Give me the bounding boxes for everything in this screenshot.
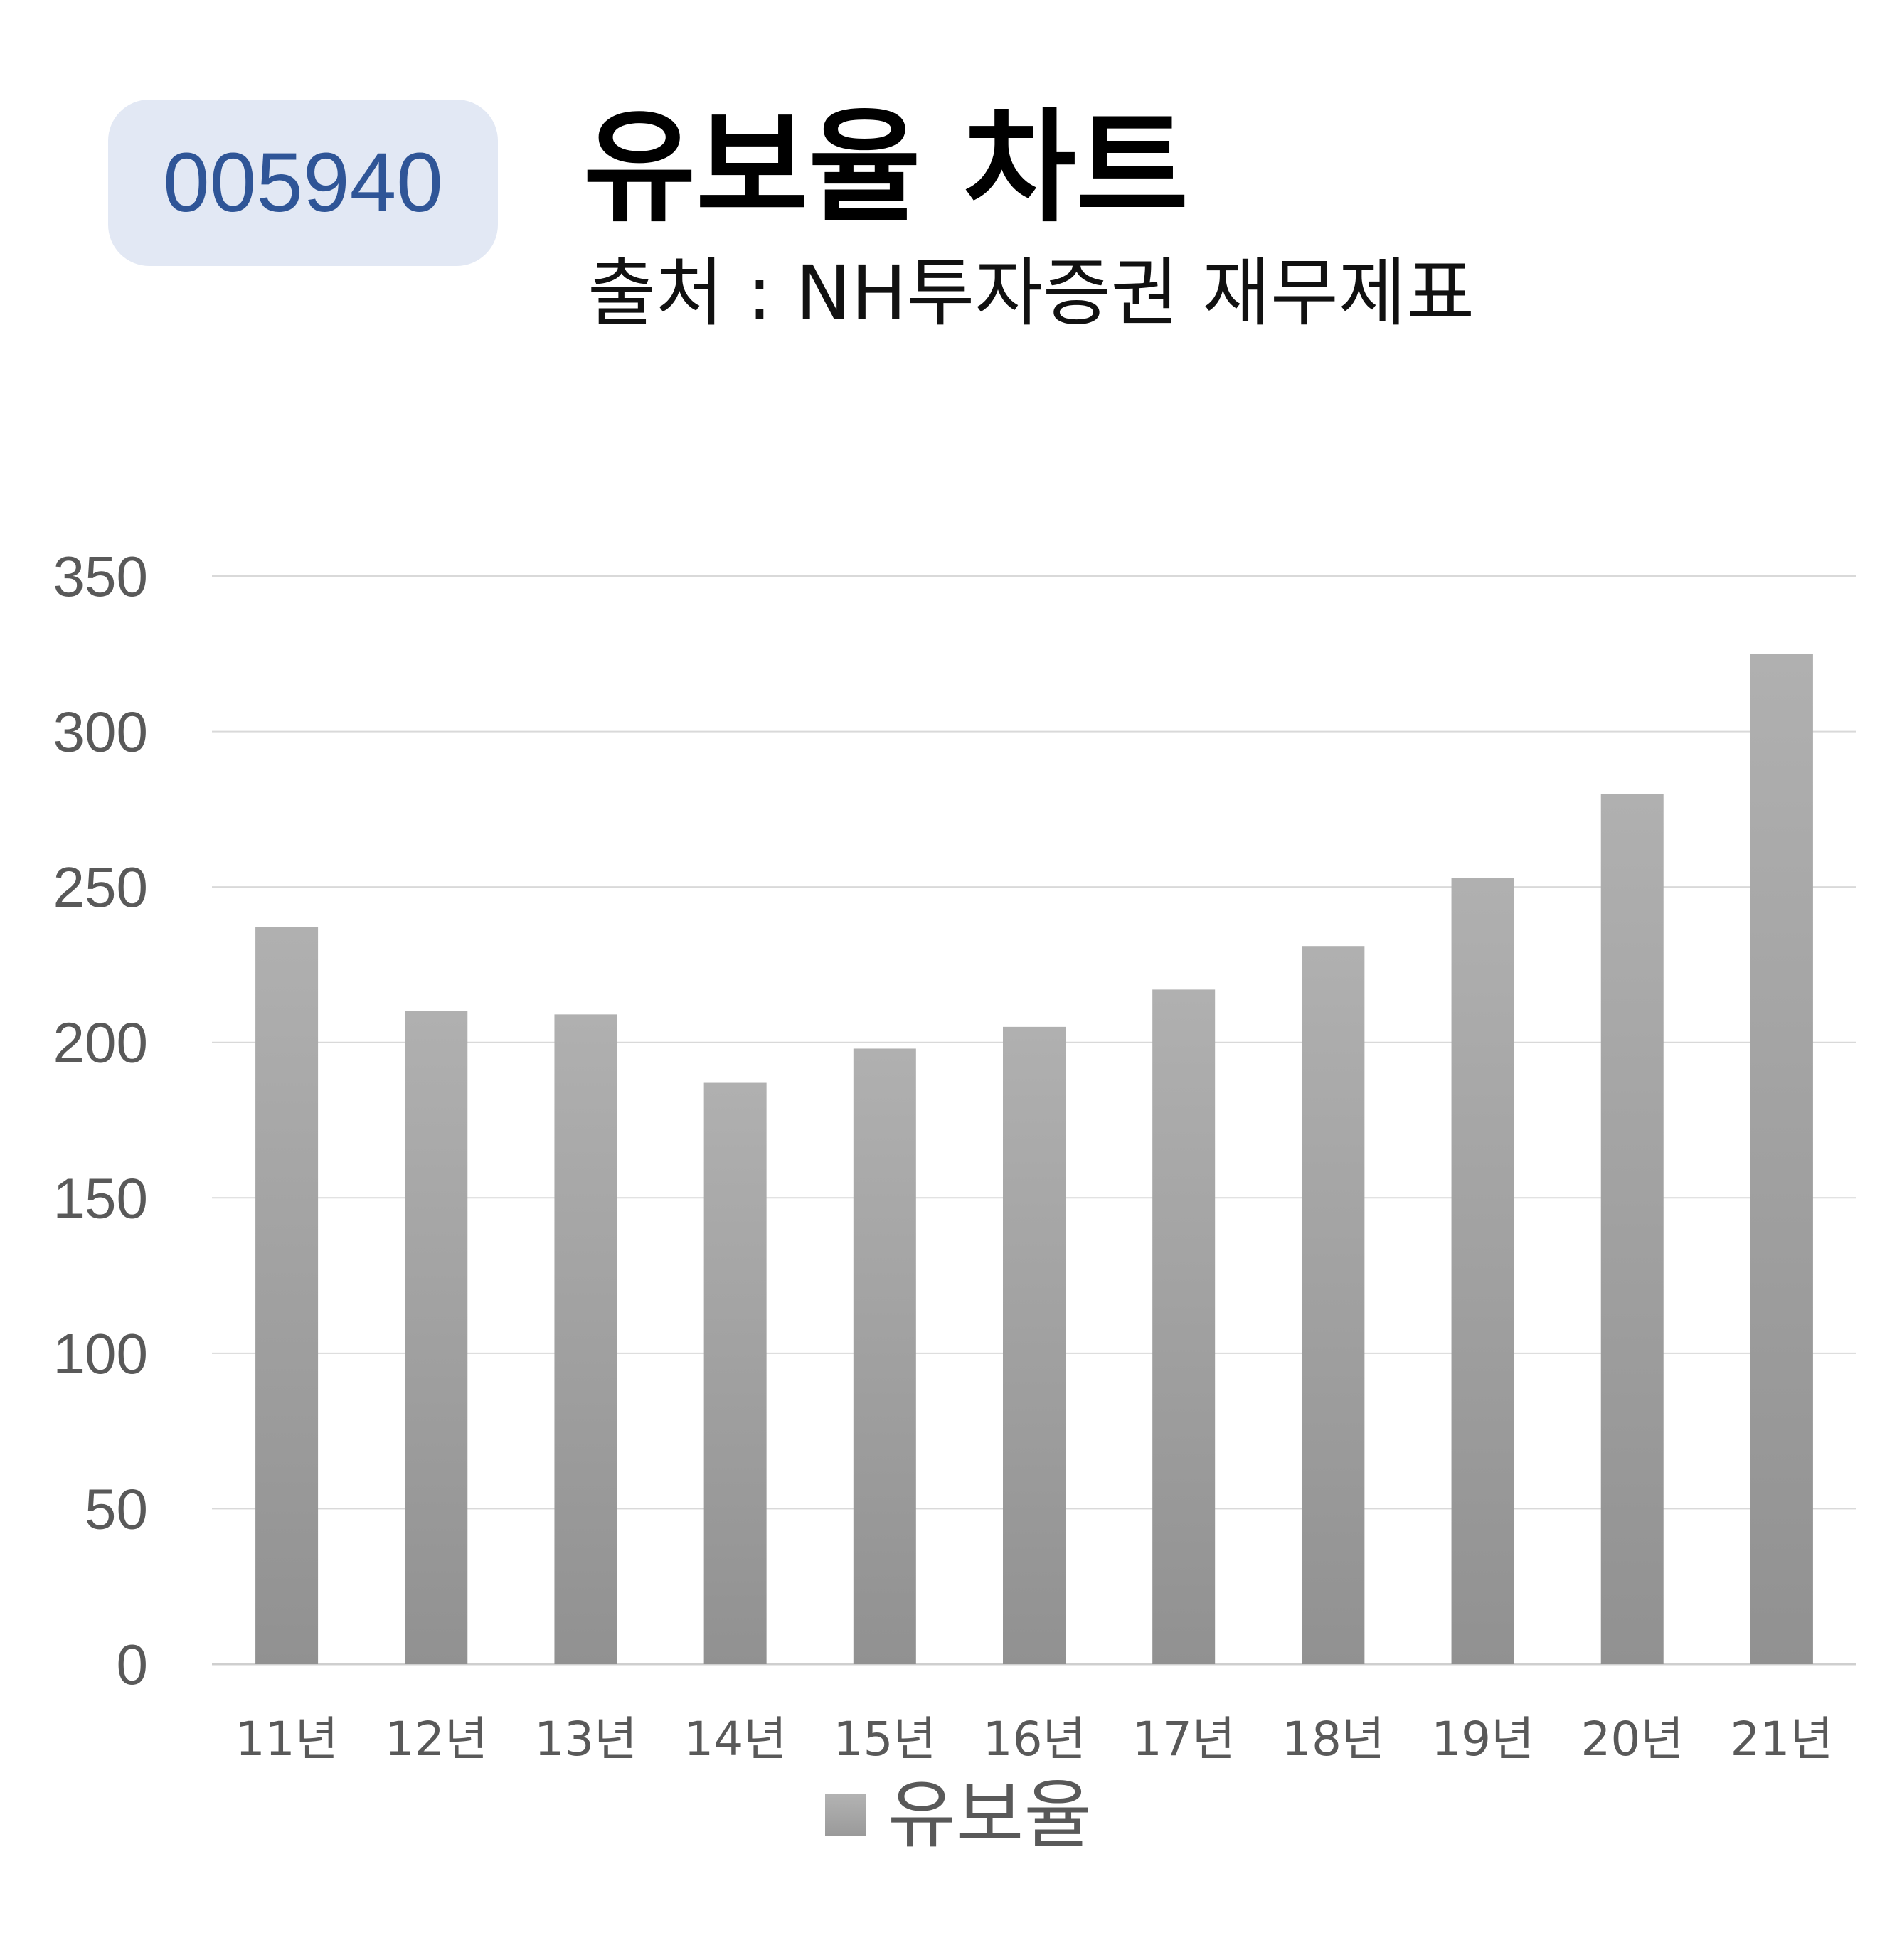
bar (554, 1014, 617, 1664)
bar (1451, 878, 1514, 1664)
y-tick-label: 200 (53, 1011, 148, 1075)
y-tick-label: 350 (53, 545, 148, 608)
x-tick-label: 15년 (833, 1712, 936, 1767)
y-tick-label: 250 (53, 856, 148, 919)
chart-subtitle: 출처 : NH투자증권 재무제표 (588, 250, 1475, 336)
y-tick-label: 100 (53, 1322, 148, 1385)
bar (255, 927, 319, 1664)
y-axis-ticks: 0 50 100 150 200 250 300 350 (53, 545, 148, 1696)
bar (405, 1011, 468, 1664)
x-tick-label: 19년 (1431, 1712, 1534, 1767)
bar (703, 1082, 767, 1664)
bar (1003, 1026, 1066, 1664)
ticker-code: 005940 (163, 136, 443, 230)
y-tick-label: 300 (53, 701, 148, 764)
x-tick-label: 21년 (1731, 1712, 1834, 1767)
x-tick-label: 16년 (983, 1712, 1086, 1767)
x-axis-ticks: 11년 12년 13년 14년 15년 16년 17년 18년 19년 20년 21년 (235, 1712, 1834, 1767)
x-tick-label: 14년 (684, 1712, 787, 1767)
chart-title: 유보율 차트 (583, 96, 1189, 239)
x-tick-label: 20년 (1580, 1712, 1684, 1767)
bar (1600, 794, 1664, 1664)
legend: 유보율 (825, 1778, 1092, 1852)
y-tick-label: 0 (117, 1633, 149, 1696)
bar (1152, 989, 1216, 1664)
bar (853, 1048, 916, 1664)
ticker-badge: 005940 (108, 100, 498, 266)
x-tick-label: 18년 (1282, 1712, 1385, 1767)
y-tick-label: 150 (53, 1166, 148, 1230)
x-tick-label: 13년 (534, 1712, 637, 1767)
x-tick-label: 17년 (1132, 1712, 1236, 1767)
legend-swatch (825, 1794, 866, 1836)
bars (255, 654, 1813, 1665)
bar (1302, 946, 1365, 1664)
bar (1750, 654, 1813, 1665)
y-tick-label: 50 (85, 1477, 148, 1540)
x-tick-label: 11년 (235, 1712, 339, 1767)
x-tick-label: 12년 (385, 1712, 488, 1767)
legend-label: 유보율 (888, 1772, 1093, 1858)
